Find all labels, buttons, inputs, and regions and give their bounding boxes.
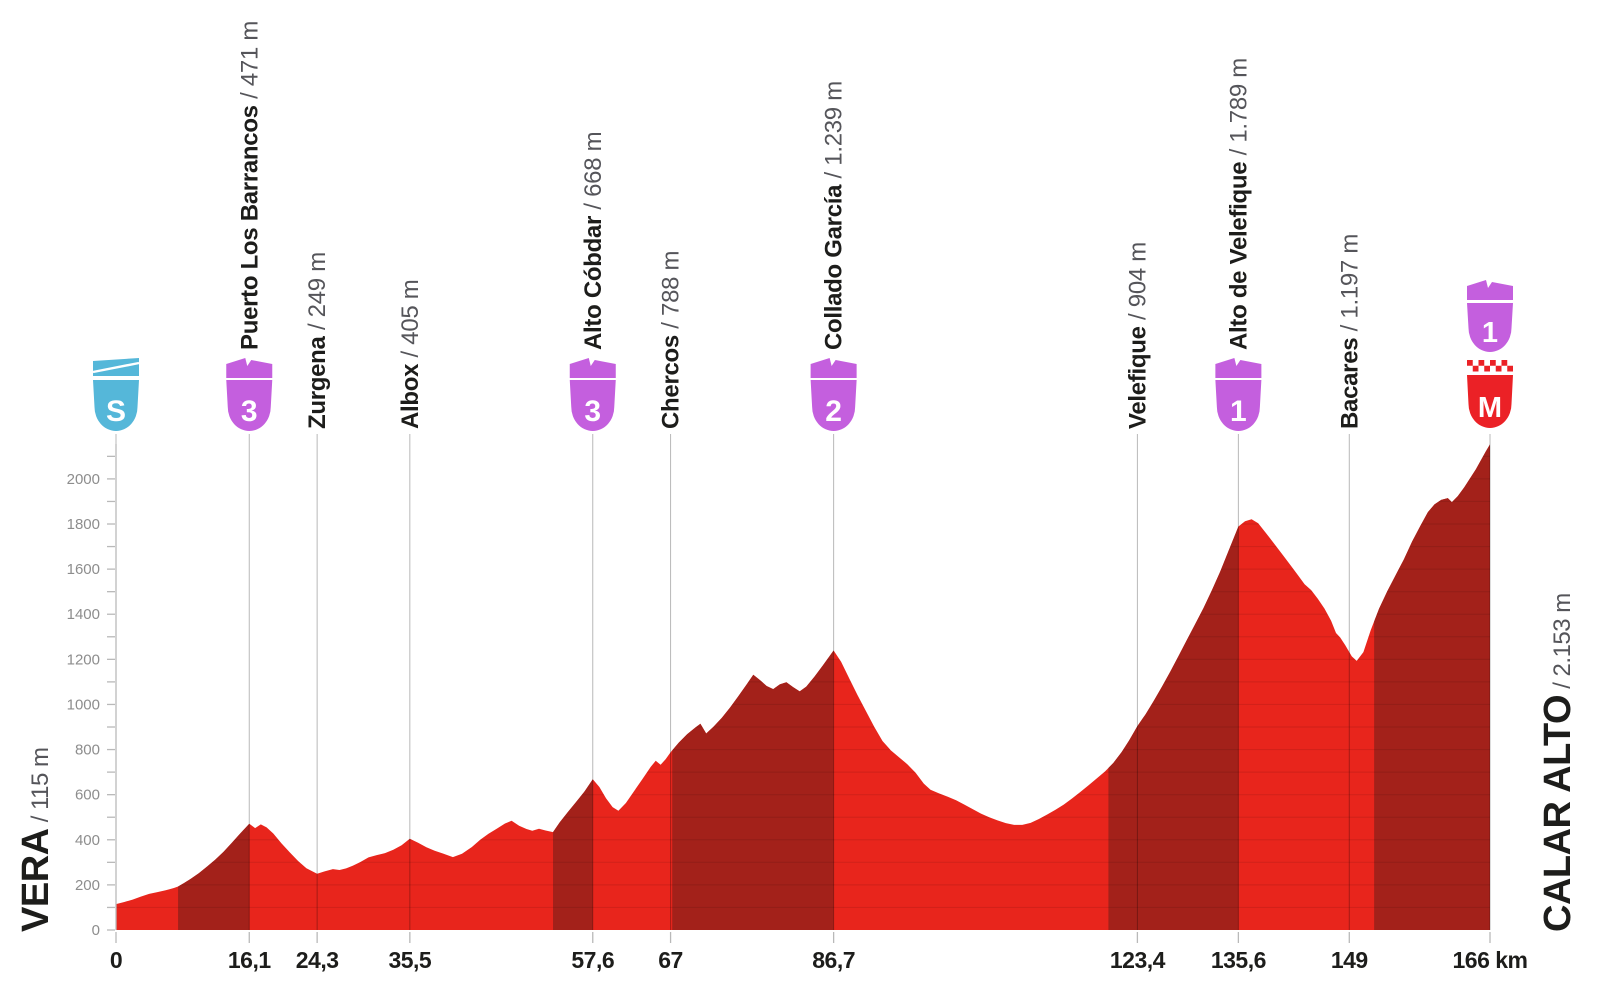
finish-location-label: CALAR ALTO / 2.153 m [1537, 593, 1579, 932]
finish-crown-check [1478, 360, 1485, 366]
finish-crown-check [1507, 365, 1513, 372]
waypoint-label: Albox / 405 m [397, 280, 424, 429]
x-axis-tick-label: 166 km [1452, 947, 1527, 973]
x-axis: 0 16,1 24,3 35,5 57,6 67 86,7 123,4 135,6 149 166 … [110, 932, 1528, 973]
badge-flag-icon [810, 358, 857, 378]
badge-flag-icon [1467, 280, 1513, 300]
badge-flag-icon [569, 358, 616, 378]
y-axis-tick-label: 800 [75, 742, 100, 759]
badge-letter: 2 [825, 395, 842, 428]
x-axis-tick-label: 67 [658, 947, 683, 973]
x-axis-tick-label: 135,6 [1211, 947, 1266, 973]
finish-crown-check [1501, 360, 1508, 366]
x-axis-tick-label: 35,5 [388, 947, 431, 973]
x-axis-tick-label: 16,1 [228, 947, 271, 973]
badge-flag-icon [226, 358, 273, 378]
x-axis-tick-label: 24,3 [296, 947, 339, 973]
y-axis: 0 200 400 600 800 1000 1200 1400 1600 1800 2000 [67, 444, 117, 939]
y-axis-tick-label: 1400 [67, 606, 100, 623]
waypoint-label: Puerto Los Barrancos / 471 m [236, 21, 263, 350]
start-badge: S [92, 358, 140, 431]
badge-letter: 3 [241, 395, 258, 428]
x-axis-tick-label: 57,6 [571, 947, 614, 973]
y-axis-tick-label: 1600 [67, 561, 100, 578]
y-axis-tick-label: 200 [75, 877, 100, 894]
finish-crown-check [1472, 365, 1479, 372]
finish-crown-check [1484, 365, 1490, 372]
y-axis-tick-label: 2000 [67, 471, 100, 488]
category-badge-3: 3 [569, 358, 616, 431]
waypoint-label: Collado García / 1.239 m [821, 81, 848, 350]
waypoint-label: Velefique / 904 m [1124, 242, 1151, 429]
y-axis-tick-label: 0 [92, 922, 100, 939]
finish-badge-stack: 1M [1467, 280, 1513, 428]
waypoint-label: Bacares / 1.197 m [1336, 234, 1363, 429]
profile-gridlines [116, 455, 1490, 909]
category-badge-1: 1 [1215, 358, 1262, 431]
category-badge-3: 3 [226, 358, 273, 431]
badge-letter: M [1478, 392, 1502, 424]
category-badge-2: 2 [810, 358, 857, 431]
y-axis-tick-label: 1000 [67, 696, 100, 713]
badge-letter: 3 [584, 395, 601, 428]
badge-letter: 1 [1230, 395, 1247, 428]
finish-crown-check [1490, 360, 1496, 366]
y-axis-tick-label: 1200 [67, 651, 100, 668]
x-axis-tick-label: 0 [110, 947, 122, 973]
x-axis-tick-label: 86,7 [812, 947, 855, 973]
badge-letter: S [106, 395, 126, 428]
y-axis-tick-label: 1800 [67, 516, 100, 533]
badge-letter: 1 [1482, 317, 1498, 349]
waypoint-label: Zurgena / 249 m [304, 252, 331, 429]
waypoint-label: Chercos / 788 m [658, 251, 685, 429]
finish-crown-check [1495, 365, 1502, 372]
y-axis-tick-label: 600 [75, 787, 100, 804]
y-axis-tick-label: 400 [75, 832, 100, 849]
x-axis-tick-label: 123,4 [1110, 947, 1166, 973]
start-location-label: VERA / 115 m [15, 747, 57, 932]
waypoint-label: Alto de Velefique / 1.789 m [1225, 58, 1252, 350]
finish-crown-check [1467, 360, 1473, 366]
x-axis-tick-label: 149 [1331, 947, 1368, 973]
waypoint-label: Alto Cóbdar / 668 m [580, 132, 607, 350]
badge-flag-icon [1215, 358, 1262, 378]
